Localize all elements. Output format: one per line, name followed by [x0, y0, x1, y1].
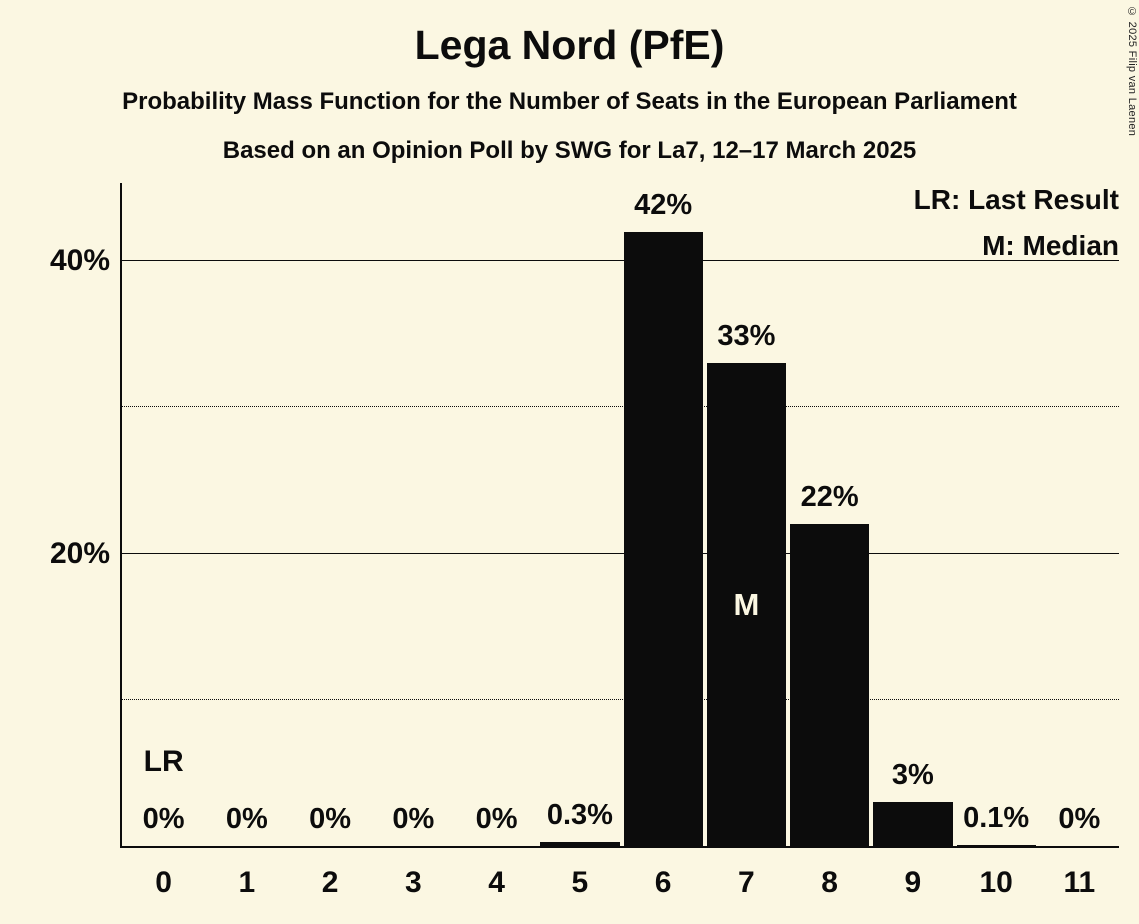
bar-value-label-7: 33% — [717, 320, 776, 353]
last-result-marker: LR — [143, 745, 184, 778]
x-axis-label-6: 6 — [654, 866, 672, 899]
plot-area: LR: Last Result M: Median 20% 40% 0% 0 0% 1 0%… — [50, 183, 1119, 899]
bar-value-label-4: 0% — [475, 803, 518, 835]
gridline-10-percent — [122, 698, 1119, 700]
x-axis-label-1: 1 — [238, 866, 256, 899]
y-axis-label-20-percent: 20% — [49, 536, 110, 570]
bar-value-label-0: 0% — [142, 803, 185, 835]
gridline-30-percent — [122, 406, 1119, 408]
x-axis-label-9: 9 — [904, 866, 922, 899]
bar-seat-7 — [706, 363, 786, 846]
gridline-20-percent — [122, 552, 1119, 554]
bar-value-label-11: 0% — [1058, 803, 1101, 835]
x-axis-label-4: 4 — [488, 866, 505, 899]
chart-title: Lega Nord (PfE) — [414, 22, 725, 68]
bar-seat-5 — [540, 841, 620, 846]
bar-value-label-10: 0.1% — [963, 801, 1030, 834]
bar-value-label-5: 0.3% — [546, 798, 613, 831]
x-axis-label-8: 8 — [821, 866, 838, 899]
bar-seat-10 — [956, 844, 1036, 846]
bar-value-label-3: 0% — [392, 803, 435, 835]
chart-source-subtitle: Based on an Opinion Poll by SWG for La7,… — [222, 137, 917, 164]
x-axis-label-11: 11 — [1063, 866, 1096, 899]
median-marker: M — [733, 586, 760, 622]
chart-subtitle: Probability Mass Function for the Number… — [122, 88, 1017, 115]
bar-value-label-6: 42% — [634, 188, 693, 221]
bar-value-label-8: 22% — [800, 481, 859, 514]
x-axis-label-7: 7 — [738, 866, 755, 899]
y-axis-label-40-percent: 40% — [49, 244, 110, 277]
x-axis-label-5: 5 — [571, 866, 589, 899]
copyright-notice: © 2025 Filip van Laenen — [1126, 6, 1138, 137]
gridline-40-percent — [122, 260, 1119, 261]
x-axis-label-0: 0 — [155, 866, 172, 899]
x-axis-label-10: 10 — [979, 866, 1013, 899]
bar-value-label-2: 0% — [309, 803, 352, 835]
legend-median: M: Median — [982, 230, 1119, 261]
bar-value-label-1: 0% — [225, 803, 268, 835]
bar-value-label-9: 3% — [891, 759, 934, 792]
x-axis-label-2: 2 — [321, 866, 339, 899]
bar-seat-6 — [623, 231, 703, 846]
bar-seat-9 — [873, 802, 953, 846]
legend-last-result: LR: Last Result — [913, 184, 1119, 215]
bar-seat-8 — [790, 524, 870, 846]
x-axis-label-3: 3 — [405, 866, 422, 899]
